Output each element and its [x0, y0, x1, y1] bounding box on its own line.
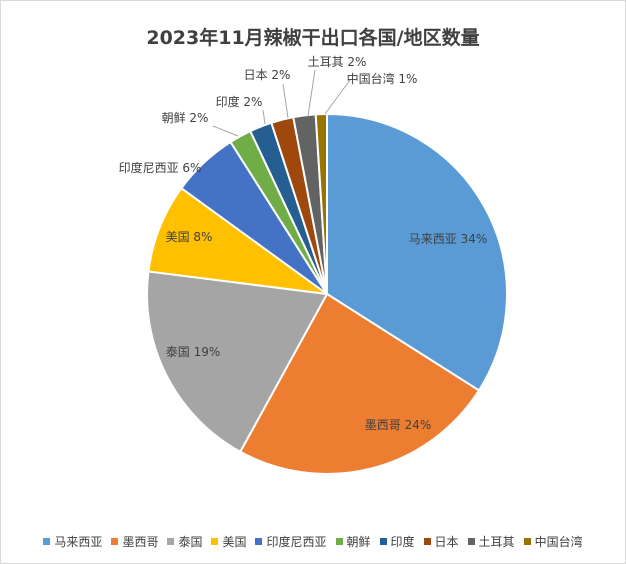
slice-label: 土耳其 2% — [308, 55, 367, 69]
slice-label: 中国台湾 1% — [347, 71, 418, 86]
pie-slice — [326, 112, 508, 392]
pie-slice — [238, 292, 481, 475]
leader-line — [262, 109, 266, 125]
legend-item: 日本 — [423, 533, 459, 550]
legend-swatch — [335, 538, 343, 545]
legend-label: 中国台湾 — [534, 535, 583, 549]
legend-item: 马来西亚 — [43, 533, 102, 550]
slice-label: 印度尼西亚 6% — [119, 160, 202, 175]
leader-line — [212, 125, 239, 137]
legend-item: 中国台湾 — [523, 533, 583, 550]
slice-label: 印度 2% — [216, 94, 263, 109]
slice-label: 朝鲜 2% — [162, 111, 209, 125]
legend-swatch — [423, 538, 431, 545]
legend-item: 印度尼西亚 — [255, 533, 327, 550]
legend-label: 墨西哥 — [122, 535, 159, 549]
slice-label: 日本 2% — [244, 68, 291, 82]
slice-label: 马来西亚 34% — [409, 232, 488, 246]
legend-swatch — [255, 538, 263, 545]
legend-label: 土耳其 — [478, 535, 515, 549]
legend-item: 墨西哥 — [111, 533, 158, 550]
legend-swatch — [43, 538, 51, 545]
legend-item: 印度 — [379, 533, 415, 550]
legend-item: 土耳其 — [467, 533, 515, 550]
legend-label: 朝鲜 — [346, 535, 371, 549]
legend-label: 美国 — [222, 535, 247, 549]
legend-label: 泰国 — [178, 535, 203, 549]
legend-item: 朝鲜 — [335, 533, 371, 550]
leader-line — [282, 83, 289, 119]
legend-item: 泰国 — [167, 533, 202, 550]
leader-line — [307, 69, 316, 117]
pie-slice — [147, 186, 328, 295]
legend-label: 印度 — [390, 535, 415, 549]
legend-swatch — [167, 538, 175, 545]
legend-swatch — [523, 538, 531, 545]
legend-item: 美国 — [211, 533, 246, 550]
leader-line — [324, 79, 351, 115]
legend-swatch — [467, 538, 475, 545]
legend-label: 印度尼西亚 — [266, 535, 327, 549]
slice-label: 美国 8% — [166, 230, 213, 244]
pie-slice — [314, 112, 328, 295]
legend-label: 马来西亚 — [54, 535, 103, 549]
slice-label: 泰国 19% — [166, 345, 221, 359]
chart-title: 2023年11月辣椒干出口各国/地区数量 — [146, 27, 480, 49]
legend: 马来西亚 墨西哥 泰国 美国 印度尼西亚 朝鲜 印度 日本 土耳其 中国台湾 — [0, 533, 626, 550]
pie-slice — [146, 270, 329, 454]
legend-swatch — [379, 538, 387, 545]
slice-label: 墨西哥 24% — [365, 418, 432, 432]
legend-swatch — [211, 538, 219, 545]
legend-label: 日本 — [434, 535, 459, 549]
legend-swatch — [111, 538, 119, 545]
